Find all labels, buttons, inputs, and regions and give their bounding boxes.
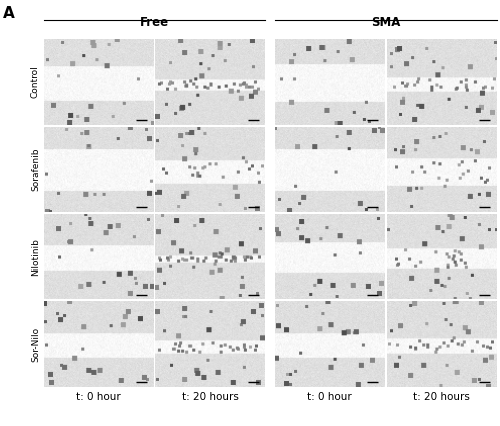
Text: A: A	[2, 6, 14, 21]
Text: Free: Free	[140, 16, 169, 29]
Text: Sorafenib: Sorafenib	[31, 147, 40, 191]
Text: Control: Control	[31, 66, 40, 98]
Text: Nilotinib: Nilotinib	[31, 238, 40, 276]
Text: t: 20 hours: t: 20 hours	[413, 392, 470, 402]
Text: t: 20 hours: t: 20 hours	[182, 392, 239, 402]
Text: Sor-Nilo: Sor-Nilo	[31, 326, 40, 362]
Text: SMA: SMA	[371, 16, 400, 29]
Text: t: 0 hour: t: 0 hour	[308, 392, 352, 402]
Text: t: 0 hour: t: 0 hour	[76, 392, 121, 402]
